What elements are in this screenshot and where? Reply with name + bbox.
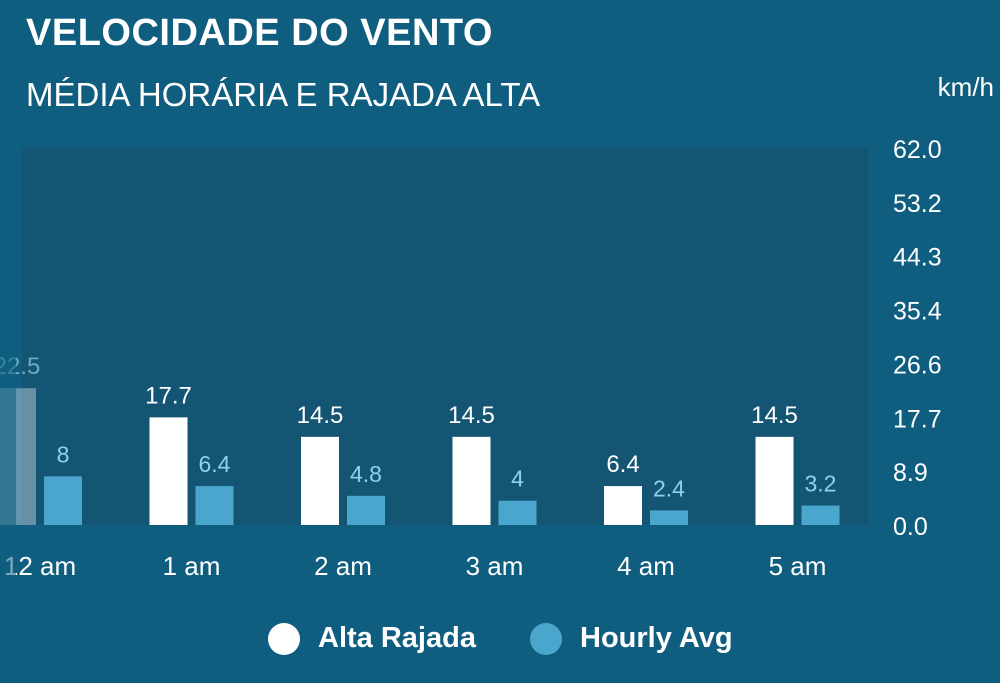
x-tick-label: 5 am xyxy=(769,551,827,581)
data-label-gust: 14.5 xyxy=(751,402,798,429)
legend-item-gust[interactable]: Alta Rajada xyxy=(268,622,476,655)
y-tick-label: 53.2 xyxy=(893,190,942,218)
x-tick-label: 2 am xyxy=(314,551,372,581)
y-tick-label: 0.0 xyxy=(893,513,928,541)
legend-gust-label: Alta Rajada xyxy=(318,622,476,654)
data-label-gust: 6.4 xyxy=(606,451,639,478)
y-tick-label: 44.3 xyxy=(893,244,942,272)
y-tick-label: 35.4 xyxy=(893,298,942,326)
plot-area xyxy=(22,148,868,525)
data-label-gust: 14.5 xyxy=(297,402,344,429)
bar-gust xyxy=(149,417,188,525)
data-label-hourly-avg: 4.8 xyxy=(350,461,382,487)
bar-gust xyxy=(755,436,794,525)
data-label-hourly-avg: 8 xyxy=(57,441,70,467)
x-tick-label: 1 am xyxy=(163,551,221,581)
data-label-hourly-avg: 6.4 xyxy=(199,451,231,477)
y-tick-label: 26.6 xyxy=(893,351,942,379)
y-tick-label: 8.9 xyxy=(893,459,928,487)
y-tick-label: 17.7 xyxy=(893,405,942,433)
bar-hourly-avg xyxy=(498,500,537,525)
bar-hourly-avg xyxy=(650,510,688,525)
bar-gust xyxy=(301,436,339,525)
data-label-gust: 14.5 xyxy=(448,402,495,429)
legend-gust-dot xyxy=(268,622,300,655)
data-label-hourly-avg: 3.2 xyxy=(805,471,837,497)
data-label-gust: 17.7 xyxy=(145,382,192,409)
chart-legend: Alta Rajada Hourly Avg xyxy=(0,622,1000,672)
legend-avg-dot xyxy=(530,622,562,655)
legend-item-hourly-avg[interactable]: Hourly Avg xyxy=(530,622,733,655)
bar-hourly-avg xyxy=(347,495,385,525)
bar-gust xyxy=(604,486,642,525)
legend-avg-label: Hourly Avg xyxy=(580,622,733,654)
x-tick-label: 3 am xyxy=(466,551,524,581)
y-axis-unit: km/h xyxy=(937,72,994,102)
data-label-hourly-avg: 2.4 xyxy=(653,475,685,501)
scroll-fade-edge xyxy=(0,340,16,590)
bar-hourly-avg xyxy=(801,505,840,525)
chart-title: VELOCIDADE DO VENTO xyxy=(26,12,493,54)
bar-hourly-avg xyxy=(195,486,234,525)
y-tick-label: 62.0 xyxy=(893,136,942,164)
bar-hourly-avg xyxy=(44,476,82,525)
data-label-hourly-avg: 4 xyxy=(511,466,524,492)
bar-gust xyxy=(452,436,491,525)
x-tick-label: 4 am xyxy=(617,551,675,581)
chart-subtitle: MÉDIA HORÁRIA E RAJADA ALTA xyxy=(26,76,541,113)
